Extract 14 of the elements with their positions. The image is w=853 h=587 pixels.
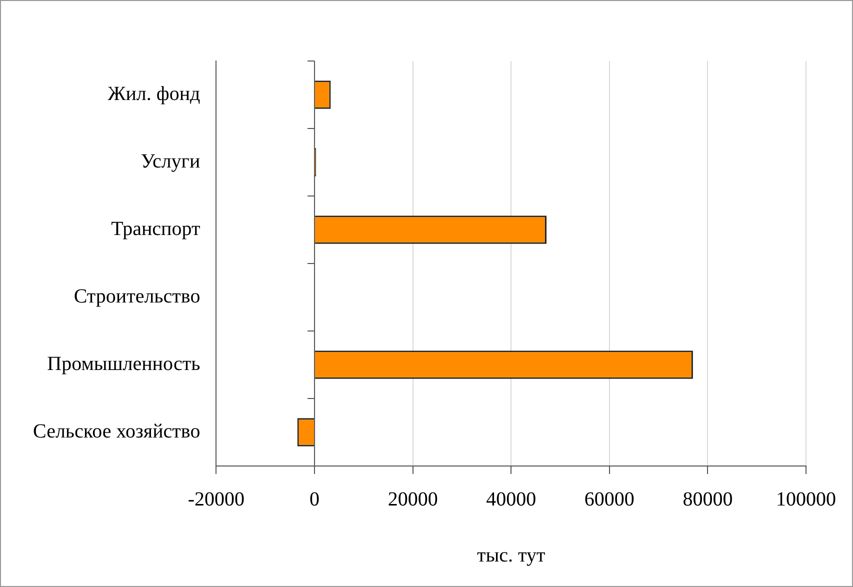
x-tick-label: 40000 <box>486 488 536 510</box>
y-tick-label: Услуги <box>140 150 201 172</box>
y-tick-label: Жил. фонд <box>108 83 200 105</box>
y-tick-label: Строительство <box>74 286 200 308</box>
y-tick-label: Сельское хозяйство <box>32 420 200 442</box>
x-tick-label: 60000 <box>584 488 634 510</box>
x-tick-label: 100000 <box>776 488 836 510</box>
x-axis-title: тыс. тут <box>476 544 546 566</box>
x-tick-label: 0 <box>310 488 320 510</box>
x-tick-label: -20000 <box>188 488 245 510</box>
y-tick-label: Транспорт <box>111 218 200 240</box>
x-tick-label: 20000 <box>388 488 438 510</box>
y-tick-label: Промышленность <box>47 353 200 375</box>
x-tick-label: 80000 <box>682 488 733 510</box>
